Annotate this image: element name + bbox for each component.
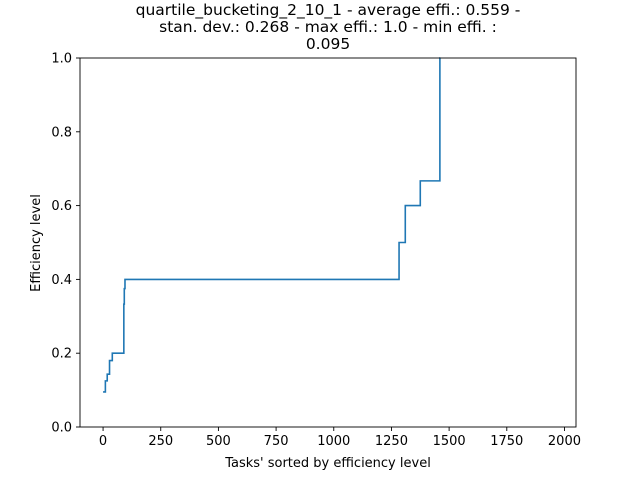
y-tick-label: 1.0 — [51, 52, 72, 67]
y-tick-label: 0.4 — [51, 273, 72, 288]
series-line — [103, 57, 441, 393]
y-axis-label: Efficiency level — [29, 194, 44, 292]
y-tick-label: 0.0 — [51, 421, 72, 436]
y-axis-ticks: 0.0 0.2 0.4 0.6 0.8 1.0 — [51, 52, 80, 436]
plot-area — [79, 57, 577, 428]
x-axis-ticks: 0 250 500 750 1000 1250 1500 1750 2000 — [99, 427, 581, 449]
y-tick-label: 0.8 — [51, 125, 72, 140]
x-tick-label: 1250 — [375, 434, 408, 449]
x-axis-label: Tasks' sorted by efficiency level — [224, 456, 431, 471]
x-tick-label: 0 — [99, 434, 107, 449]
plot-frame — [79, 57, 577, 428]
x-tick-label: 250 — [148, 434, 173, 449]
x-tick-label: 500 — [206, 434, 231, 449]
x-tick-label: 750 — [264, 434, 289, 449]
x-tick-label: 1000 — [317, 434, 350, 449]
chart-title: quartile_bucketing_2_10_1 - average effi… — [136, 1, 521, 53]
x-tick-label: 1750 — [490, 434, 523, 449]
chart-title-line: stan. dev.: 0.268 - max effi.: 1.0 - min… — [159, 18, 497, 36]
y-tick-label: 0.6 — [51, 199, 72, 214]
y-tick-label: 0.2 — [51, 347, 72, 362]
chart-title-line: 0.095 — [306, 35, 350, 53]
x-tick-label: 2000 — [548, 434, 581, 449]
chart-title-line: quartile_bucketing_2_10_1 - average effi… — [136, 1, 521, 20]
x-tick-label: 1500 — [433, 434, 466, 449]
